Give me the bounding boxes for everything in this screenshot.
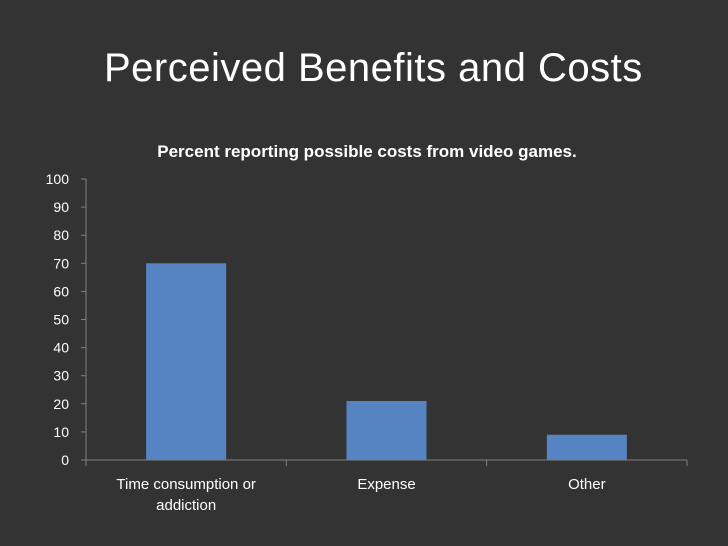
y-tick-label: 40 — [53, 340, 69, 356]
chart-title: Percent reporting possible costs from vi… — [157, 142, 576, 161]
bars — [146, 263, 627, 460]
y-tick-label: 0 — [61, 452, 69, 468]
bar — [146, 263, 227, 460]
y-axis-ticks: 0 10 20 30 40 50 60 70 80 90 100 — [46, 171, 86, 468]
y-tick-label: 80 — [53, 227, 69, 243]
x-category-label: Expense — [357, 476, 415, 493]
y-tick-label: 10 — [53, 424, 69, 440]
y-tick-label: 90 — [53, 199, 69, 215]
x-category-label-line: Time consumption or — [116, 476, 256, 493]
y-tick-label: 30 — [53, 368, 69, 384]
y-tick-label: 20 — [53, 396, 69, 412]
x-category-label: Time consumption or addiction — [116, 476, 256, 514]
y-tick-label: 70 — [53, 255, 69, 271]
x-category-label-line: Other — [568, 476, 606, 493]
slide-title: Perceived Benefits and Costs — [104, 46, 643, 90]
y-tick-label: 100 — [46, 171, 70, 187]
bar — [346, 400, 427, 460]
y-tick-label: 60 — [53, 283, 69, 299]
x-axis-labels: Time consumption or addiction Expense Other — [116, 476, 605, 514]
x-category-label: Other — [568, 476, 606, 493]
y-tick-label: 50 — [53, 312, 69, 328]
bar — [546, 434, 627, 460]
x-category-label-line: Expense — [357, 476, 415, 493]
x-category-label-line: addiction — [156, 497, 216, 514]
